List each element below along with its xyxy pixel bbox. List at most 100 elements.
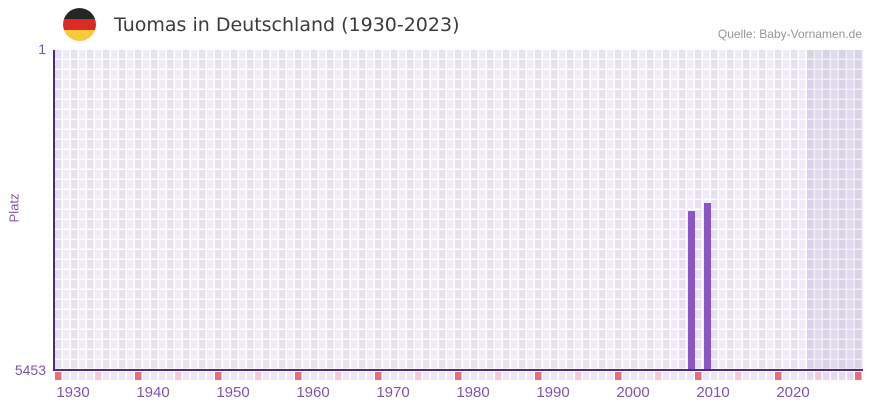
year-strip-cell-1962 (311, 372, 319, 380)
y-axis-top-tick-label: 1 (38, 41, 46, 57)
x-tick-label-1930: 1930 (56, 384, 90, 401)
year-strip-cell-1961 (303, 372, 311, 380)
year-strip-cell-1991 (543, 372, 551, 380)
year-strip-cell-2012 (711, 372, 719, 380)
year-strip-cell-1971 (383, 372, 391, 380)
y-axis-title: Platz (6, 193, 22, 223)
year-strip-cell-1975 (415, 372, 423, 380)
source-credit: Quelle: Baby-Vornamen.de (717, 27, 862, 41)
year-strip-cell-1999 (607, 372, 615, 380)
year-strip-cell-2002 (631, 372, 639, 380)
year-strip-cell-1941 (143, 372, 151, 380)
year-strip-cell-1942 (151, 372, 159, 380)
year-strip-cell-1952 (231, 372, 239, 380)
y-axis-bottom-tick-label: 5453 (14, 362, 46, 378)
year-strip-cell-2027 (831, 372, 839, 380)
year-strip-cell-2017 (751, 372, 759, 380)
year-strip-cell-1933 (79, 372, 87, 380)
x-axis-line (53, 369, 863, 371)
year-strip-cell-1943 (159, 372, 167, 380)
year-strip-cell-1986 (503, 372, 511, 380)
year-strip-cell-1996 (583, 372, 591, 380)
year-strip-cell-2010 (695, 372, 703, 380)
year-strip-cell-1938 (119, 372, 127, 380)
year-strip-cell-2022 (791, 372, 799, 380)
year-strip-cell-1983 (479, 372, 487, 380)
year-strip-cell-2008 (679, 372, 687, 380)
year-strip-cell-1993 (559, 372, 567, 380)
x-tick-label-1940: 1940 (136, 384, 170, 401)
year-strip-cell-1949 (207, 372, 215, 380)
year-strip-cell-1956 (263, 372, 271, 380)
year-strip-cell-2021 (783, 372, 791, 380)
year-strip-cell-1960 (295, 372, 303, 380)
year-strip-cell-1939 (127, 372, 135, 380)
year-strip-cell-1958 (279, 372, 287, 380)
year-strip-cell-2003 (639, 372, 647, 380)
rank-bar-2009 (687, 211, 695, 370)
year-strip-cell-2005 (655, 372, 663, 380)
year-strip-cell-2001 (623, 372, 631, 380)
year-strip-cell-1934 (87, 372, 95, 380)
year-strip-cell-1969 (367, 372, 375, 380)
year-strip-cell-1978 (439, 372, 447, 380)
year-strip-cell-2015 (735, 372, 743, 380)
year-strip-cell-1979 (447, 372, 455, 380)
year-strip-cell-2014 (727, 372, 735, 380)
year-strip-cell-2000 (615, 372, 623, 380)
x-tick-label-1980: 1980 (456, 384, 490, 401)
year-strip-cell-1936 (103, 372, 111, 380)
year-strip-cell-1957 (271, 372, 279, 380)
x-tick-label-2000: 2000 (616, 384, 650, 401)
x-tick-label-1970: 1970 (376, 384, 410, 401)
year-strip-cell-2030 (855, 372, 863, 380)
year-strip-cell-1937 (111, 372, 119, 380)
year-strip-cell-1940 (135, 372, 143, 380)
year-strip-cell-1944 (167, 372, 175, 380)
year-strip-cell-1955 (255, 372, 263, 380)
year-strip-cell-1967 (351, 372, 359, 380)
year-strip-cell-1959 (287, 372, 295, 380)
year-strip-cell-1984 (487, 372, 495, 380)
x-tick-label-1990: 1990 (536, 384, 570, 401)
year-strip-cell-1976 (423, 372, 431, 380)
year-strip-cell-1985 (495, 372, 503, 380)
year-strip-cell-1972 (391, 372, 399, 380)
year-strip-cell-1987 (511, 372, 519, 380)
year-strip-cell-2006 (663, 372, 671, 380)
year-strip-cell-2026 (823, 372, 831, 380)
year-strip-cell-1963 (319, 372, 327, 380)
year-strip-cell-2016 (743, 372, 751, 380)
year-strip-cell-1997 (591, 372, 599, 380)
x-axis-labels: 1930 1940 1950 1960 1970 1980 1990 2000 2010 2020 (0, 384, 873, 402)
x-tick-label-2020: 2020 (776, 384, 810, 401)
year-strip-cell-1945 (175, 372, 183, 380)
chart-title: Tuomas in Deutschland (1930-2023) (114, 14, 460, 36)
year-strip-cell-2019 (767, 372, 775, 380)
year-strip-cell-1989 (527, 372, 535, 380)
year-strip-cell-2029 (847, 372, 855, 380)
year-strip-cell-1981 (463, 372, 471, 380)
year-strip-cell-1968 (359, 372, 367, 380)
year-strip-cell-1990 (535, 372, 543, 380)
year-strip-cell-2023 (799, 372, 807, 380)
year-strip-cell-1931 (63, 372, 71, 380)
year-strip-cell-2020 (775, 372, 783, 380)
year-strip-cell-1950 (215, 372, 223, 380)
year-strip-cell-1947 (191, 372, 199, 380)
year-strip-cell-1951 (223, 372, 231, 380)
year-strip-cell-1966 (343, 372, 351, 380)
year-strip-cell-2018 (759, 372, 767, 380)
year-strip-cell-1954 (247, 372, 255, 380)
year-strip-cell-1988 (519, 372, 527, 380)
year-strip-cell-2009 (687, 372, 695, 380)
year-strip-cell-1953 (239, 372, 247, 380)
year-strip-cell-2004 (647, 372, 655, 380)
year-strip-cell-1946 (183, 372, 191, 380)
y-axis-line (53, 50, 55, 371)
year-strip-cell-1965 (335, 372, 343, 380)
year-strip-cell-1992 (551, 372, 559, 380)
year-strip-cell-1935 (95, 372, 103, 380)
year-strip-cell-1970 (375, 372, 383, 380)
year-strip-cell-2013 (719, 372, 727, 380)
